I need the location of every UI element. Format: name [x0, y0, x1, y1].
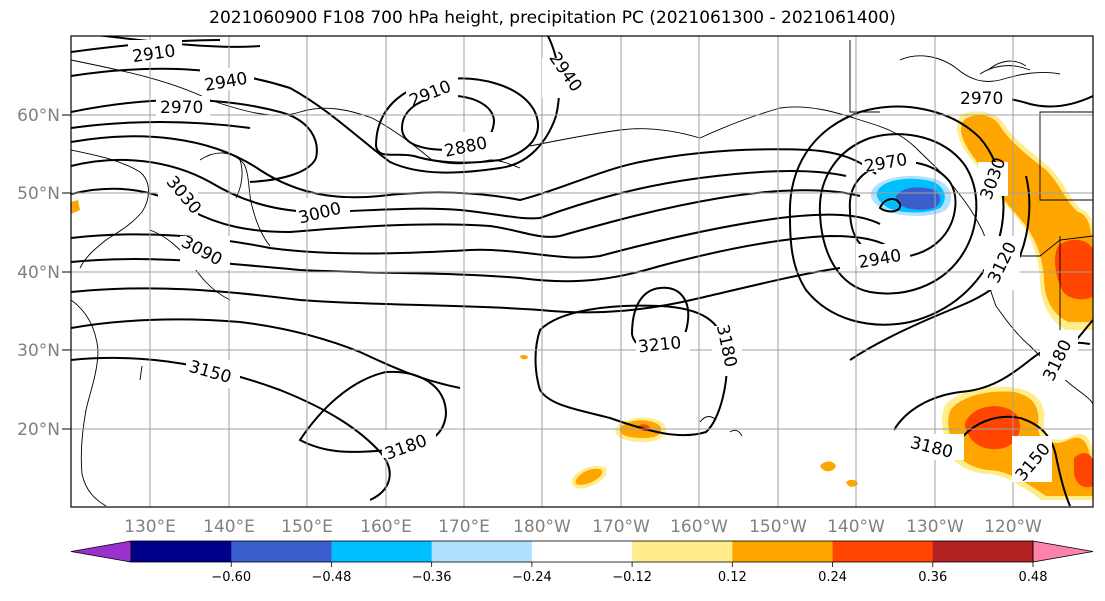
longitude-axis: 130°E 140°E 150°E 160°E 170°E 180°W 170°…	[124, 517, 1042, 537]
latitude-axis: 60°N 50°N 40°N 30°N 20°N	[17, 106, 71, 440]
colorbar-segment	[632, 541, 733, 562]
lon-label: 170°E	[438, 517, 490, 537]
colorbar-segment	[331, 541, 433, 562]
contour-label: 2970	[160, 98, 203, 118]
lat-label: 50°N	[17, 184, 60, 204]
lat-label: 40°N	[17, 263, 60, 283]
colorbar-tick-label: 0.48	[1019, 570, 1048, 585]
positive-precip-area	[1055, 239, 1093, 300]
positive-precip-area	[71, 200, 80, 214]
positive-precip-area	[575, 468, 603, 485]
lon-label: 140°E	[203, 517, 255, 537]
lat-label: 30°N	[17, 341, 60, 361]
colorbar-tick-label: 0.36	[918, 570, 947, 585]
lat-label: 60°N	[17, 106, 60, 126]
lon-label: 160°W	[670, 517, 728, 537]
colorbar-segment	[231, 541, 332, 562]
positive-precip-area	[1074, 453, 1093, 488]
colorbar-segment	[932, 541, 1034, 562]
colorbar-tick-label: 0.12	[718, 570, 747, 585]
colorbar-tick-label: −0.36	[412, 570, 452, 585]
positive-precip-area	[846, 479, 858, 487]
contour-labels: 2910 2940 2970 2910 2940 2880 3000 3030 …	[128, 40, 1078, 485]
lon-label: 120°W	[984, 517, 1042, 537]
colorbar-segment	[531, 541, 633, 562]
contour-label: 3210	[637, 333, 682, 357]
colorbar-segment	[732, 541, 834, 562]
colorbar-extension-low	[70, 540, 132, 563]
colorbar-tick-label: −0.48	[312, 570, 352, 585]
positive-precip-area	[820, 461, 836, 472]
lat-label: 20°N	[17, 420, 60, 440]
graticule	[71, 36, 1093, 507]
lon-label: 130°W	[906, 517, 964, 537]
lon-label: 140°W	[827, 517, 885, 537]
lon-label: 170°W	[592, 517, 650, 537]
colorbar: −0.60 −0.48 −0.36 −0.24 −0.12 0.12 0.24 0.36 0.4…	[70, 540, 1094, 585]
positive-precip-area	[520, 354, 528, 360]
colorbar-outline	[130, 540, 1034, 563]
colorbar-tick-label: 0.24	[818, 570, 847, 585]
contour-label: 2970	[960, 89, 1003, 109]
colorbar-tick-label: −0.24	[512, 570, 552, 585]
lon-label: 160°E	[360, 517, 412, 537]
colorbar-tick-label: −0.12	[612, 570, 652, 585]
lon-label: 130°E	[124, 517, 176, 537]
lon-label: 180°W	[513, 517, 571, 537]
map-title: 2021060900 F108 700 hPa height, precipit…	[209, 8, 896, 28]
lon-label: 150°W	[749, 517, 807, 537]
colorbar-tick-label: −0.60	[211, 570, 251, 585]
colorbar-segment	[431, 541, 533, 562]
lon-label: 150°E	[281, 517, 333, 537]
colorbar-segment	[832, 541, 934, 562]
colorbar-segment	[131, 541, 232, 562]
colorbar-extension-high	[1032, 540, 1094, 563]
